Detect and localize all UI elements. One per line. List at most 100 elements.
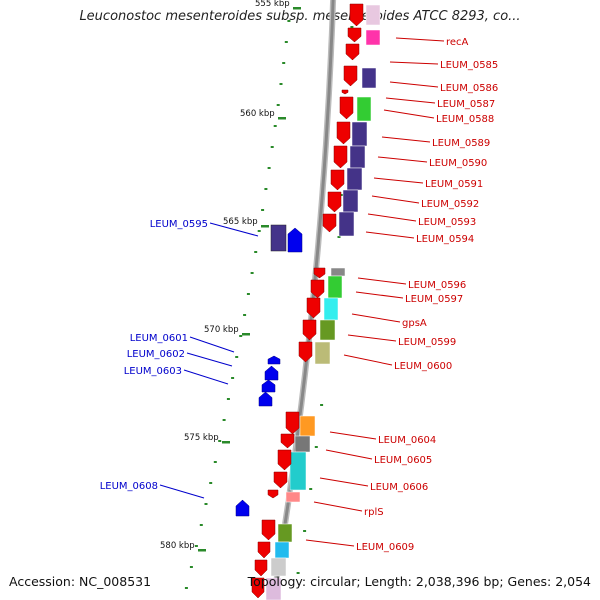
reverse-gene-label: LEUM_0608	[100, 481, 158, 492]
tick-dot	[243, 314, 247, 316]
tick-dot	[209, 482, 213, 484]
tick-dot	[284, 41, 288, 43]
cog-bar	[294, 435, 311, 453]
forward-gene-arrow	[345, 43, 360, 61]
ruler-tick	[293, 7, 301, 10]
tick-dot	[320, 404, 324, 406]
forward-gene-arrow	[343, 65, 358, 87]
label-leader-line	[385, 97, 436, 104]
label-leader-line	[325, 449, 373, 460]
label-leader-line	[357, 277, 407, 285]
label-leader-line	[319, 477, 369, 487]
tick-dot	[218, 440, 222, 442]
forward-gene-arrow	[285, 411, 300, 435]
label-leader-line	[371, 195, 420, 204]
tick-dot	[189, 566, 193, 568]
cog-bar	[365, 29, 381, 46]
tick-dot	[204, 503, 208, 505]
tick-dot	[235, 356, 239, 358]
label-leader-line	[367, 213, 417, 222]
forward-gene-label: LEUM_0594	[416, 234, 474, 245]
cog-bar	[361, 67, 377, 89]
forward-gene-label: LEUM_0599	[398, 337, 456, 348]
forward-gene-label: LEUM_0606	[370, 482, 428, 493]
forward-gene-label: LEUM_0589	[432, 138, 490, 149]
tick-dot	[350, 26, 354, 28]
cog-bar	[330, 267, 346, 277]
tick-dot	[213, 461, 217, 463]
label-leader-line	[329, 431, 377, 440]
cog-bar	[285, 491, 301, 503]
forward-gene-arrow	[298, 341, 313, 363]
tick-dot	[257, 230, 261, 232]
label-leader-line	[189, 336, 235, 353]
forward-gene-arrow	[330, 169, 345, 191]
tick-dot	[222, 419, 226, 421]
forward-gene-label: LEUM_0597	[405, 294, 463, 305]
forward-gene-arrow	[310, 279, 325, 299]
label-leader-line	[395, 37, 445, 42]
cog-bar	[319, 319, 336, 341]
ruler-label: 575 kbp	[184, 433, 219, 443]
accession-text: Accession: NC_008531	[9, 574, 152, 589]
reverse-gene-label: LEUM_0603	[124, 366, 182, 377]
label-leader-line	[343, 354, 393, 366]
ruler-label: 560 kbp	[240, 109, 275, 119]
label-leader-line	[389, 81, 439, 88]
reverse-gene-label: LEUM_0602	[127, 349, 185, 360]
forward-gene-arrow	[302, 319, 317, 341]
forward-gene-label: LEUM_0609	[356, 542, 414, 553]
label-leader-line	[389, 61, 439, 65]
ruler-tick	[242, 333, 250, 336]
tick-dot	[199, 524, 203, 526]
ruler-label: 570 kbp	[204, 325, 239, 335]
label-leader-line	[313, 501, 363, 512]
label-leader-line	[351, 313, 401, 323]
label-leader-line	[183, 369, 229, 385]
cog-bar	[314, 341, 331, 365]
label-leader-line	[365, 231, 415, 239]
reverse-gene-arrow	[235, 499, 250, 517]
cog-bar	[277, 523, 293, 543]
forward-gene-arrow	[306, 297, 321, 319]
tick-dot	[254, 251, 258, 253]
tick-dot	[246, 293, 250, 295]
reverse-gene-arrow	[264, 365, 279, 381]
forward-gene-arrow	[333, 145, 348, 169]
ruler-tick	[222, 441, 230, 444]
ruler-label: 565 kbp	[223, 217, 258, 227]
tick-dot	[309, 488, 313, 490]
cog-bar	[349, 145, 366, 169]
forward-gene-label: LEUM_0592	[421, 199, 479, 210]
ruler-tick	[198, 549, 206, 552]
forward-gene-arrow	[251, 577, 265, 599]
tick-dot	[273, 125, 277, 127]
forward-gene-label: LEUM_0593	[418, 217, 476, 228]
forward-gene-arrow	[349, 3, 364, 27]
ruler-label: 555 kbp	[255, 0, 290, 9]
tick-dot	[296, 572, 300, 574]
reverse-gene-arrow	[258, 391, 273, 407]
tick-dot	[282, 62, 286, 64]
tick-dot	[276, 104, 280, 106]
cog-bar	[265, 577, 282, 600]
cog-bar	[356, 96, 372, 122]
label-leader-line	[377, 156, 428, 163]
tick-dot	[231, 377, 235, 379]
tick-dot	[303, 530, 307, 532]
cog-color-bars	[265, 4, 381, 600]
tick-dot	[270, 146, 274, 148]
tick-dot	[250, 272, 254, 274]
forward-gene-label: rplS	[364, 507, 384, 518]
label-leader-line	[209, 222, 259, 237]
label-leader-line	[186, 352, 233, 367]
forward-gene-label: LEUM_0588	[436, 114, 494, 125]
forward-gene-label: LEUM_0591	[425, 179, 483, 190]
map-title: Leuconostoc mesenteroides subsp. mesente…	[79, 9, 521, 24]
label-leader-line	[383, 109, 435, 119]
ruler-tick	[261, 225, 269, 228]
label-leader-line	[373, 177, 424, 184]
cog-bar	[274, 541, 290, 559]
forward-gene-label: LEUM_0600	[394, 361, 452, 372]
